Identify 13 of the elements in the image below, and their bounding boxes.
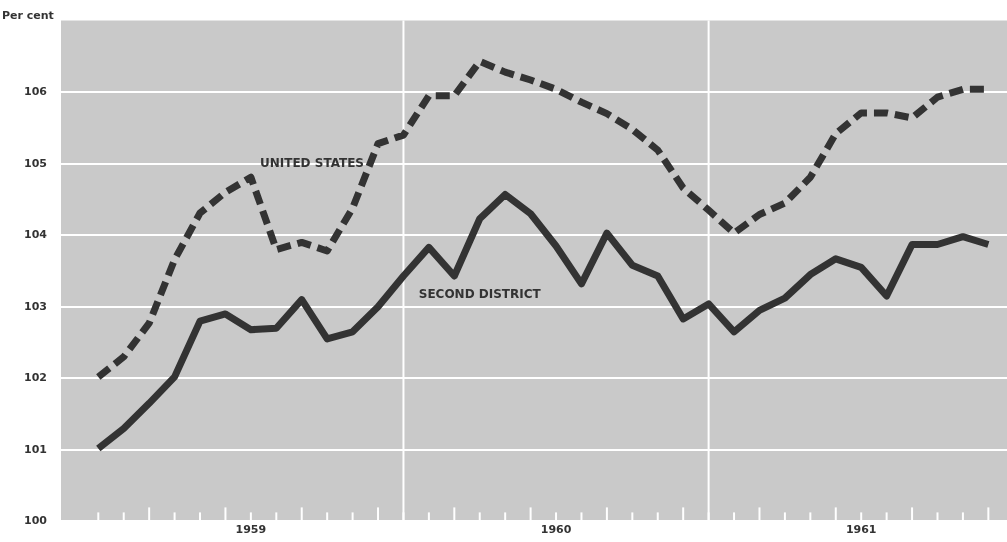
y-tick-label: 101 <box>24 442 47 456</box>
x-tick-label: 1959 <box>235 522 267 536</box>
y-tick-label: 105 <box>24 156 47 170</box>
y-tick-label: 102 <box>24 371 47 385</box>
series-label: UNITED STATES <box>259 155 365 170</box>
y-tick-label: 106 <box>24 85 48 98</box>
y-tick-label: 103 <box>24 299 47 313</box>
y-tick-label: 100 <box>24 514 48 528</box>
y-axis-title: Per cent <box>2 8 54 22</box>
y-tick-label: 104 <box>24 228 48 242</box>
series-label: SECOND DISTRICT <box>418 286 542 301</box>
x-tick-label: 1961 <box>845 522 877 536</box>
x-tick-label: 1960 <box>540 522 572 536</box>
